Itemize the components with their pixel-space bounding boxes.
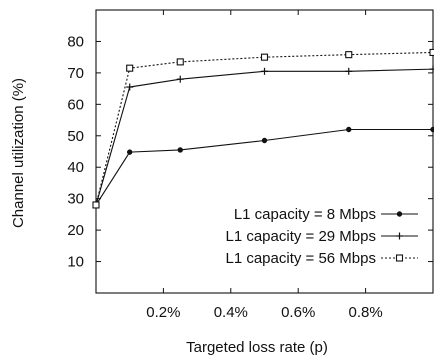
y-tick-label: 30 bbox=[67, 191, 84, 208]
dot-marker bbox=[346, 126, 352, 133]
dot-marker bbox=[126, 149, 133, 155]
legend-entry: L1 capacity = 8 Mbps bbox=[234, 206, 418, 223]
y-tick-label: 70 bbox=[67, 65, 84, 82]
series-lines bbox=[92, 48, 434, 209]
x-axis-label: Targeted loss rate (p) bbox=[186, 339, 328, 356]
legend: L1 capacity = 8 Mbps L1 capacity = 29 Mbp… bbox=[225, 206, 418, 267]
x-tick-label: 0.8% bbox=[348, 304, 382, 321]
square-marker bbox=[92, 201, 100, 209]
plot-frame bbox=[95, 9, 434, 294]
legend-entry: L1 capacity = 56 Mbps bbox=[225, 250, 418, 267]
series-1 bbox=[93, 126, 434, 208]
series-2 bbox=[92, 65, 434, 209]
y-tick-label: 40 bbox=[67, 159, 84, 176]
legend-label: L1 capacity = 56 Mbps bbox=[225, 250, 376, 267]
square-marker bbox=[429, 48, 434, 57]
axis-ticks: 0.2% 0.4% 0.6% 0.8% 10 20 30 40 50 60 70 80 bbox=[67, 10, 433, 321]
legend-label: L1 capacity = 8 Mbps bbox=[234, 206, 376, 223]
dot-marker bbox=[261, 137, 268, 144]
dot-marker bbox=[177, 147, 183, 153]
series-line bbox=[95, 128, 433, 206]
x-tick-label: 0.4% bbox=[214, 304, 248, 321]
dot-marker bbox=[430, 126, 434, 133]
square-marker bbox=[126, 64, 134, 72]
plus-marker bbox=[261, 67, 268, 75]
y-tick-label: 60 bbox=[67, 96, 84, 113]
y-tick-label: 50 bbox=[67, 128, 84, 145]
legend-plus-marker bbox=[396, 232, 403, 240]
series-line bbox=[95, 68, 434, 206]
y-tick-label: 80 bbox=[67, 33, 84, 50]
axes bbox=[95, 9, 434, 294]
series-line bbox=[95, 51, 434, 206]
legend-label: L1 capacity = 29 Mbps bbox=[225, 228, 376, 245]
legend-entry: L1 capacity = 29 Mbps bbox=[225, 228, 418, 245]
x-tick-label: 0.2% bbox=[146, 304, 180, 321]
square-marker bbox=[260, 53, 269, 61]
legend-dot-marker bbox=[396, 211, 403, 217]
y-tick-label: 20 bbox=[67, 222, 84, 239]
square-marker bbox=[345, 51, 353, 59]
x-tick-label: 0.6% bbox=[281, 304, 315, 321]
plus-marker bbox=[345, 67, 353, 75]
y-tick-label: 10 bbox=[67, 254, 84, 271]
plus-marker bbox=[126, 83, 134, 91]
series-3 bbox=[92, 48, 434, 209]
y-axis-label: Channel utilization (%) bbox=[10, 78, 27, 228]
legend-square-marker bbox=[395, 254, 404, 262]
plus-marker bbox=[429, 65, 434, 73]
square-marker bbox=[176, 58, 184, 66]
plus-marker bbox=[176, 75, 184, 83]
